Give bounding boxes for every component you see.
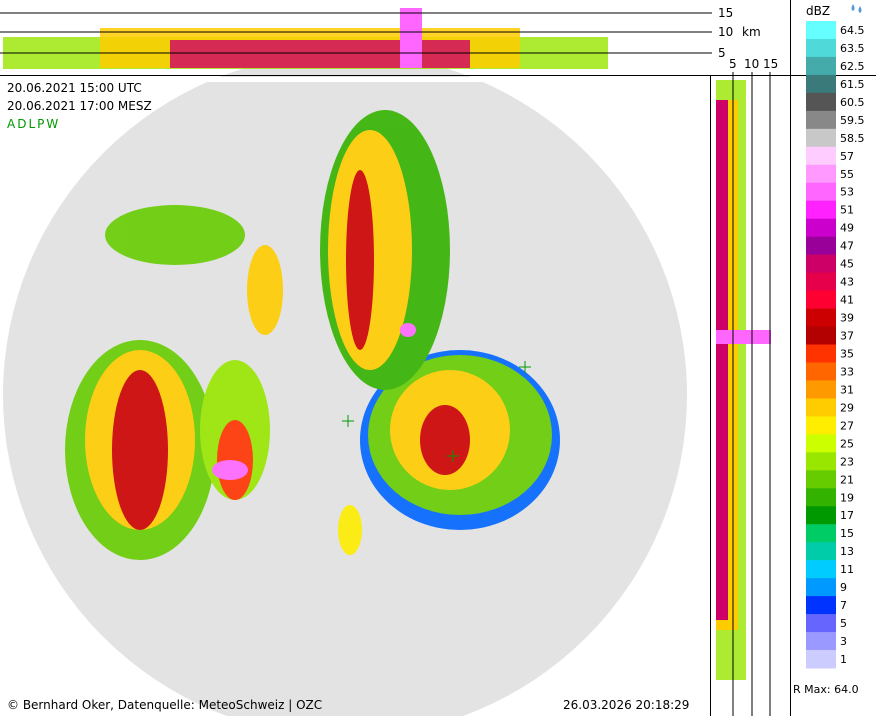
legend-label: 45 — [840, 258, 854, 271]
legend-swatch — [806, 380, 836, 399]
legend-label: 61.5 — [840, 78, 865, 91]
legend-swatch — [806, 416, 836, 435]
legend-label: 35 — [840, 347, 854, 360]
legend-swatch — [806, 344, 836, 363]
legend-label: 3 — [840, 635, 847, 648]
legend-swatch — [806, 218, 836, 238]
legend-swatch — [806, 398, 836, 417]
legend-swatch — [806, 308, 836, 328]
legend-label: 31 — [840, 383, 854, 396]
legend-swatch — [806, 182, 836, 202]
legend-swatch — [806, 578, 836, 597]
legend-label: 13 — [840, 545, 854, 558]
legend-label: 60.5 — [840, 96, 865, 109]
legend-label: 27 — [840, 419, 854, 432]
drop-icon — [851, 4, 862, 13]
legend-label: 51 — [840, 204, 854, 217]
legend-swatch — [806, 164, 836, 184]
legend-label: 7 — [840, 599, 847, 612]
legend-swatch — [806, 128, 836, 148]
legend-label: 15 — [840, 527, 854, 540]
legend: 64.563.562.561.560.559.558.5575553514947… — [806, 21, 865, 669]
legend-label: 39 — [840, 312, 854, 325]
side-profile — [710, 0, 791, 716]
legend-swatch — [806, 614, 836, 633]
legend-swatch — [806, 470, 836, 489]
height-label: 15 — [763, 57, 778, 71]
legend-label: 25 — [840, 437, 854, 450]
rmax: R Max: 64.0 — [793, 683, 859, 696]
legend-label: 49 — [840, 222, 854, 235]
legend-label: 21 — [840, 473, 854, 486]
legend-label: 9 — [840, 581, 847, 594]
top-profile — [0, 8, 876, 76]
legend-label: 43 — [840, 276, 854, 289]
legend-label: 17 — [840, 509, 854, 522]
legend-swatch — [806, 596, 836, 615]
legend-label: 1 — [840, 653, 847, 666]
height-label: 10 — [744, 57, 759, 71]
legend-title: dBZ — [806, 4, 830, 18]
legend-label: 47 — [840, 240, 854, 253]
legend-label: 33 — [840, 365, 854, 378]
legend-swatch — [806, 524, 836, 543]
legend-swatch — [806, 434, 836, 453]
legend-label: 58.5 — [840, 132, 865, 145]
legend-label: 55 — [840, 168, 854, 181]
legend-swatch — [806, 632, 836, 651]
unit-label: km — [742, 25, 761, 39]
legend-label: 19 — [840, 491, 854, 504]
time-utc: 20.06.2021 15:00 UTC — [7, 81, 142, 95]
legend-swatch — [806, 200, 836, 220]
legend-label: 64.5 — [840, 24, 865, 37]
legend-label: 5 — [840, 617, 847, 630]
legend-label: 29 — [840, 401, 854, 414]
legend-label: 23 — [840, 455, 854, 468]
height-label: 15 — [718, 6, 733, 20]
radar-map — [0, 53, 710, 720]
legend-swatch — [806, 506, 836, 525]
credit: © Bernhard Oker, Datenquelle: MeteoSchwe… — [7, 698, 322, 712]
legend-label: 57 — [840, 150, 854, 163]
legend-label: 37 — [840, 330, 854, 343]
height-label: 10 — [718, 25, 733, 39]
time-local: 20.06.2021 17:00 MESZ — [7, 99, 152, 113]
legend-label: 63.5 — [840, 42, 865, 55]
legend-swatch — [806, 21, 836, 40]
height-label: 5 — [729, 57, 737, 71]
legend-swatch — [806, 146, 836, 166]
legend-label: 59.5 — [840, 114, 865, 127]
legend-swatch — [806, 38, 836, 58]
legend-swatch — [806, 452, 836, 471]
legend-swatch — [806, 362, 836, 381]
legend-swatch — [806, 488, 836, 507]
legend-swatch — [806, 56, 836, 76]
legend-swatch — [806, 650, 836, 669]
legend-swatch — [806, 254, 836, 274]
legend-label: 62.5 — [840, 60, 865, 73]
legend-label: 11 — [840, 563, 854, 576]
legend-swatch — [806, 290, 836, 310]
legend-swatch — [806, 110, 836, 130]
legend-swatch — [806, 74, 836, 94]
legend-swatch — [806, 236, 836, 256]
legend-swatch — [806, 92, 836, 112]
legend-swatch — [806, 272, 836, 292]
legend-swatch — [806, 560, 836, 579]
product: ADLPW — [7, 117, 60, 131]
legend-swatch — [806, 326, 836, 345]
timestamp: 26.03.2026 20:18:29 — [563, 698, 689, 712]
height-label: 5 — [718, 46, 726, 60]
legend-label: 53 — [840, 186, 854, 199]
legend-label: 41 — [840, 294, 854, 307]
legend-swatch — [806, 542, 836, 561]
